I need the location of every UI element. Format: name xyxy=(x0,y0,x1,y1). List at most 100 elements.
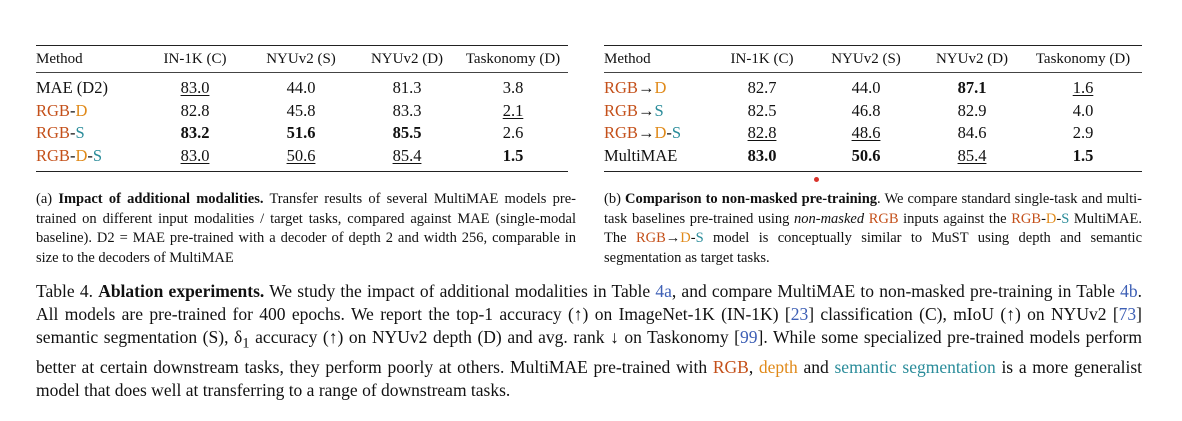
caption-a: (a) Impact of additional modalities. Tra… xyxy=(36,190,576,268)
caption-b-depth: D xyxy=(1045,210,1057,227)
method-depth: D xyxy=(654,78,667,98)
table-row: RGB→S 82.5 46.8 82.9 4.0 xyxy=(604,100,1142,123)
method-semseg: S xyxy=(75,123,85,143)
method-depth: D xyxy=(75,145,88,165)
method-arrow: → xyxy=(637,123,655,143)
method-rgb: RGB xyxy=(604,100,638,120)
value-cell: 44.0 xyxy=(286,78,316,98)
method-semseg: S xyxy=(92,145,103,165)
caption-b-text: model is conceptually similar to MuST us… xyxy=(604,230,1143,266)
method-cell: MAE (D2) xyxy=(36,73,144,100)
value-cell: 82.7 xyxy=(747,78,777,98)
value-cell: 3.8 xyxy=(502,78,524,98)
value-cell: 82.8 xyxy=(747,123,777,143)
caption-b-text: MultiMAE. The xyxy=(604,210,1143,247)
table-row: RGB-S 83.2 51.6 85.5 2.6 xyxy=(36,122,568,145)
caption-text: , xyxy=(748,356,759,377)
method-cell: RGB-D xyxy=(36,100,144,123)
table-row: MultiMAE 83.0 50.6 85.4 1.5 xyxy=(604,144,1142,172)
table-row: RGB-D-S 83.0 50.6 85.4 1.5 xyxy=(36,144,568,172)
caption-text: ] classification (C), mIoU (↑) on NYUv2 … xyxy=(808,304,1119,324)
value-cell: 83.0 xyxy=(747,145,777,165)
caption-subscript: 1 xyxy=(242,335,250,352)
value-cell: 85.4 xyxy=(392,145,422,165)
caption-b-sep: - xyxy=(1041,210,1046,227)
header-taskonomy: Taskonomy (D) xyxy=(1035,50,1131,67)
method-rgb: RGB xyxy=(604,123,638,143)
header-in1k: IN-1K (C) xyxy=(163,50,227,67)
header-nyu-d: NYUv2 (D) xyxy=(370,50,444,67)
caption-text: ]. While some specialized pre-trained mo… xyxy=(36,327,1142,377)
method-sep: - xyxy=(87,145,93,165)
table-ref-link[interactable]: 4b xyxy=(1120,281,1138,301)
citation-link[interactable]: 23 xyxy=(790,304,809,324)
value-cell: 82.5 xyxy=(747,100,777,120)
header-nyu-d: NYUv2 (D) xyxy=(935,50,1009,67)
method-semseg: S xyxy=(654,100,664,120)
header-nyu-s: NYUv2 (S) xyxy=(266,50,336,67)
value-cell: 46.8 xyxy=(851,100,881,120)
method-arrow: → xyxy=(637,100,655,120)
caption-b-text: . We compare standard single-task and mu… xyxy=(604,191,1143,227)
method-cell: RGB→D-S xyxy=(604,122,712,145)
method-depth: D xyxy=(75,100,88,120)
caption-text: and xyxy=(797,356,835,377)
method-cell: MultiMAE xyxy=(604,144,712,172)
value-cell: 83.3 xyxy=(392,100,422,120)
caption-b-label: (b) xyxy=(604,191,621,207)
caption-text: . All models are pre-trained for 400 epo… xyxy=(36,281,1142,324)
method-arrow: → xyxy=(637,78,655,98)
value-cell: 1.6 xyxy=(1072,78,1094,98)
value-cell: 83.0 xyxy=(180,78,210,98)
value-cell: 87.1 xyxy=(957,78,987,98)
method-cell: RGB-D-S xyxy=(36,144,144,172)
value-cell: 50.6 xyxy=(851,145,881,165)
table-a: Method IN-1K (C) NYUv2 (S) NYUv2 (D) Tas… xyxy=(36,45,568,172)
caption-rgb: RGB xyxy=(712,356,749,377)
value-cell: 1.5 xyxy=(1072,145,1094,165)
value-cell: 45.8 xyxy=(286,100,316,120)
value-cell: 83.2 xyxy=(180,123,210,143)
value-cell: 82.9 xyxy=(957,100,987,120)
table-row: RGB→D-S 82.8 48.6 84.6 2.9 xyxy=(604,122,1142,145)
value-cell: 2.9 xyxy=(1072,123,1094,143)
method-semseg: S xyxy=(671,123,682,143)
header-nyu-s: NYUv2 (S) xyxy=(831,50,901,67)
table-b-header-row: Method IN-1K (C) NYUv2 (S) NYUv2 (D) Tas… xyxy=(604,45,1142,73)
caption-text: , and compare MultiMAE to non-masked pre… xyxy=(671,281,1121,301)
header-method: Method xyxy=(36,50,83,67)
value-cell: 84.6 xyxy=(957,123,987,143)
table-row: RGB→D 82.7 44.0 87.1 1.6 xyxy=(604,73,1142,100)
value-cell: 1.5 xyxy=(502,145,524,165)
table-ref-link[interactable]: 4a xyxy=(655,281,672,301)
caption-b-semseg: S xyxy=(695,230,704,246)
caption-depth: depth xyxy=(758,356,798,377)
caption-a-text: Transfer results of several MultiMAE mod… xyxy=(36,191,577,266)
table-row: RGB-D 82.8 45.8 83.3 2.1 xyxy=(36,100,568,123)
value-cell: 4.0 xyxy=(1072,100,1094,120)
value-cell: 48.6 xyxy=(851,123,881,143)
method-sep: - xyxy=(69,145,76,165)
caption-b-sep: - xyxy=(690,230,696,246)
caption-b-rgb: RGB xyxy=(1011,210,1042,227)
value-cell: 50.6 xyxy=(286,145,316,165)
citation-link[interactable]: 73 xyxy=(1118,304,1137,324)
value-cell: 2.6 xyxy=(502,123,524,143)
method-rgb: RGB xyxy=(36,145,70,165)
caption-b-sep: - xyxy=(1056,210,1062,227)
citation-link[interactable]: 99 xyxy=(740,327,758,347)
caption-semseg: semantic segmentation xyxy=(834,356,996,377)
caption-b-title: Comparison to non-masked pre-training xyxy=(625,191,878,207)
value-cell: 83.0 xyxy=(180,145,210,165)
caption-a-label: (a) xyxy=(36,191,53,207)
value-cell: 51.6 xyxy=(286,123,316,143)
method-sep: - xyxy=(69,123,76,143)
header-in1k: IN-1K (C) xyxy=(730,50,794,67)
caption-b: (b) Comparison to non-masked pre-trainin… xyxy=(604,190,1142,268)
method-sep: - xyxy=(666,123,672,143)
value-cell: 85.5 xyxy=(392,123,422,143)
method-rgb: RGB xyxy=(36,123,70,143)
caption-b-emph: non-masked xyxy=(794,210,865,227)
caption-text: We study the impact of additional modali… xyxy=(264,281,656,301)
caption-b-semseg: S xyxy=(1061,210,1070,227)
